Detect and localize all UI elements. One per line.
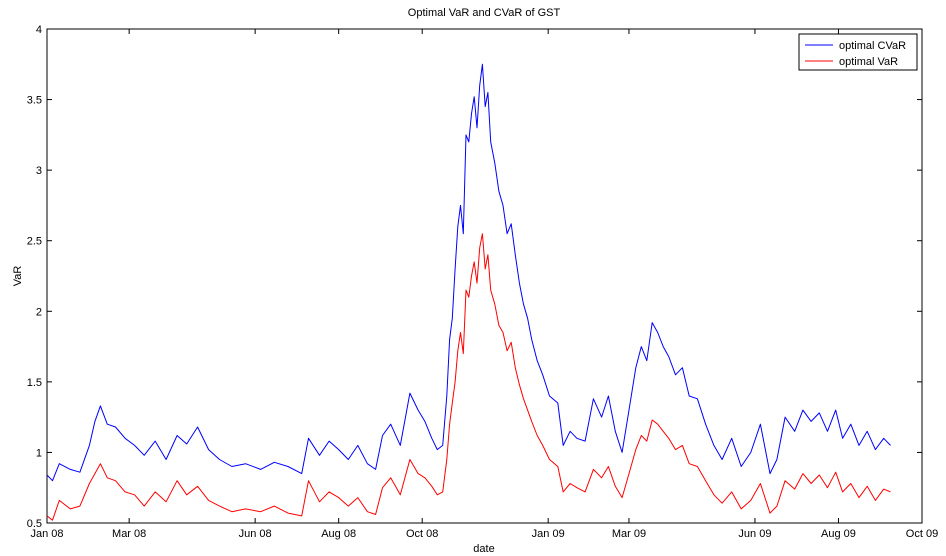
x-tick-label: Mar 09 [612, 528, 646, 540]
plot-area [46, 28, 923, 524]
y-tick-label: 2.5 [27, 236, 42, 248]
x-axis-label: date [473, 543, 494, 555]
x-tick-label: Aug 09 [821, 528, 856, 540]
x-tick-label: Oct 09 [906, 528, 938, 540]
y-tick-label: 4 [36, 24, 42, 36]
legend-label-cvar: optimal CVaR [839, 40, 906, 52]
x-tick-label: Aug 08 [321, 528, 356, 540]
legend-label-var: optimal VaR [839, 56, 898, 68]
chart-title: Optimal VaR and CVaR of GST [408, 7, 561, 19]
y-tick-label: 0.5 [27, 518, 42, 530]
y-tick-label: 2 [36, 306, 42, 318]
y-axis: 0.5 1 1.5 2 2.5 3 3.5 4 [27, 24, 922, 530]
series-line-optimal-cvar [46, 63, 891, 482]
y-tick-label: 3 [36, 165, 42, 177]
x-tick-label: Jun 09 [738, 528, 771, 540]
y-tick-label: 3.5 [27, 95, 42, 107]
y-tick-label: 1.5 [27, 377, 42, 389]
x-tick-label: Jan 08 [30, 528, 63, 540]
x-tick-label: Mar 08 [112, 528, 146, 540]
legend-box [798, 33, 918, 71]
x-axis: Jan 08 Mar 08 Jun 08 Aug 08 Oct 08 Jan 09 Mar … [30, 29, 938, 540]
x-tick-label: Jun 08 [239, 528, 272, 540]
series-line-optimal-var [46, 233, 891, 521]
y-tick-label: 1 [36, 447, 42, 459]
x-tick-label: Oct 08 [406, 528, 438, 540]
y-axis-label: VaR [12, 266, 24, 287]
series-lines [46, 63, 891, 521]
x-tick-label: Jan 09 [532, 528, 565, 540]
legend: optimal CVaR optimal VaR [798, 33, 918, 71]
